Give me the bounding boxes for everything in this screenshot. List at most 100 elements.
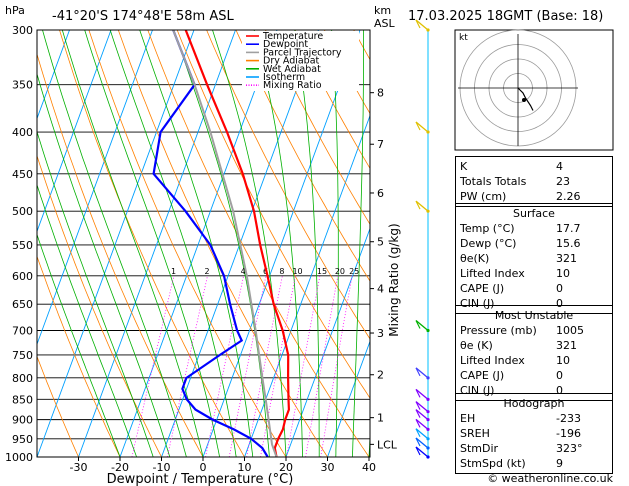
isotherm-line: [37, 30, 153, 346]
series-line-dewpoint: [152, 30, 269, 457]
indices-box: K 4 Totals Totals 23 PW (cm) 2.26: [455, 156, 613, 207]
dry-adiabat-line: [265, 30, 370, 226]
surface-row: CIN (J) 0: [460, 296, 608, 311]
mixing-ratio-line: [260, 275, 296, 457]
x-tick-label: 0: [200, 461, 207, 474]
index-row: PW (cm) 2.26: [460, 189, 608, 204]
legend-entry: Dry Adiabat: [263, 56, 320, 67]
mixing-ratio-line: [228, 275, 267, 457]
x-tick-label: -10: [153, 461, 171, 474]
most-unstable-value: 0: [556, 384, 563, 397]
surface-label: Temp (°C): [460, 222, 515, 235]
x-axis-label: Dewpoint / Temperature (°C): [107, 472, 294, 486]
wet-adiabat-line: [37, 130, 154, 457]
asl-label: ASL: [374, 17, 396, 30]
pressure-tick-label: 300: [12, 24, 33, 37]
index-label: K: [460, 160, 468, 173]
km-tick-label: 4: [377, 283, 384, 296]
hodograph-label: StmDir: [460, 442, 499, 455]
datetime-title: 17.03.2025 18GMT (Base: 18): [408, 9, 603, 24]
surface-label: Lifted Index: [460, 267, 525, 280]
pressure-tick-label: 650: [12, 298, 33, 311]
isotherm-line: [202, 30, 361, 457]
wind-barb: [415, 418, 430, 431]
wind-barb: [415, 367, 430, 380]
surface-value: 0: [556, 297, 563, 310]
storm-motion-marker: [522, 98, 526, 102]
isotherm-line: [244, 114, 370, 457]
hodograph-value: 9: [556, 457, 563, 470]
km-tick-label: 5: [377, 236, 384, 249]
hodograph-label: EH: [460, 412, 476, 425]
wind-barb: [415, 409, 430, 422]
location-title: -41°20'S 174°48'E 58m ASL: [52, 9, 234, 24]
pressure-tick-label: 1000: [5, 451, 33, 464]
surface-title: Surface: [513, 207, 555, 220]
most-unstable-row: Lifted Index 10: [460, 353, 608, 368]
dry-adiabat-line: [59, 30, 245, 457]
wet-adiabat-line: [37, 183, 137, 457]
wet-adiabat-line: [37, 72, 171, 457]
hodograph-label: SREH: [460, 427, 490, 440]
wet-adiabat-line: [37, 233, 121, 457]
wind-barb: [415, 320, 430, 333]
wet-adiabat-line: [84, 30, 220, 457]
surface-row: Dewp (°C) 15.6: [460, 236, 608, 251]
legend-background: [242, 31, 359, 91]
x-tick-label: 40: [362, 461, 376, 474]
hodograph-row: EH -233: [460, 411, 608, 426]
pressure-tick-label: 500: [12, 205, 33, 218]
hodograph-row: StmDir 323°: [460, 441, 608, 456]
skewt-background-lines: 1 2 4 86 10 15 20 25: [37, 30, 370, 457]
mixing-ratio-label: 20: [335, 267, 345, 276]
wind-barb: [415, 437, 430, 450]
legend-entry: Parcel Trajectory: [263, 47, 342, 58]
mixing-ratio-line: [305, 275, 339, 457]
mixing-ratio-line: [205, 275, 244, 457]
series-line-temperature: [184, 30, 291, 457]
legend-entry: Mixing Ratio: [263, 80, 322, 91]
legend-entry: Dewpoint: [263, 39, 308, 50]
wind-barb: [415, 388, 430, 401]
hodograph-table: Hodograph EH -233 SREH -196 StmDir 323° StmSpd…: [455, 393, 613, 474]
x-tick-label: -20: [111, 461, 129, 474]
pressure-tick-label: 700: [12, 325, 33, 338]
surface-row: Temp (°C) 17.7: [460, 221, 608, 236]
isotherm-line: [285, 227, 370, 457]
indices-table: K 4 Totals Totals 23 PW (cm) 2.26: [455, 156, 613, 207]
index-label: Totals Totals: [460, 175, 527, 188]
wet-adiabat-line: [61, 30, 204, 457]
hodograph-plot: kt: [454, 29, 614, 151]
most-unstable-label: Lifted Index: [460, 354, 525, 367]
dry-adiabat-line: [294, 30, 370, 170]
pressure-tick-label: 450: [12, 168, 33, 181]
surface-box: Surface Temp (°C) 17.7 Dewp (°C) 15.6 θe(K) 3…: [455, 203, 613, 314]
surface-row: Lifted Index 10: [460, 266, 608, 281]
mixing-ratio-line: [131, 275, 175, 457]
hodograph-row: SREH -196: [460, 426, 608, 441]
hodograph-label: StmSpd (kt): [460, 457, 526, 470]
most-unstable-value: 1005: [556, 324, 584, 337]
x-tick-label: 30: [321, 461, 335, 474]
wet-adiabat-line: [331, 30, 339, 457]
surface-label: θe(K): [460, 252, 490, 265]
pressure-tick-label: 900: [12, 414, 33, 427]
mixing-ratio-label: 4: [241, 267, 246, 276]
surface-row: CAPE (J) 0: [460, 281, 608, 296]
mixing-ratio-line: [320, 275, 353, 457]
dry-adiabat-line: [117, 30, 328, 457]
hodograph-kt-label: kt: [459, 33, 468, 43]
km-tick-label: 2: [377, 369, 384, 382]
surface-value: 15.6: [556, 237, 581, 250]
most-unstable-box: Most Unstable Pressure (mb) 1005 θe (K) 321…: [455, 305, 613, 401]
most-unstable-label: Pressure (mb): [460, 324, 537, 337]
pressure-tick-label: 400: [12, 126, 33, 139]
isotherm-line: [78, 30, 236, 457]
hodograph-box: Hodograph EH -233 SREH -196 StmDir 323° StmSpd…: [455, 393, 613, 474]
km-tick-label: LCL: [377, 438, 398, 451]
pressure-tick-label: 750: [12, 349, 33, 362]
surface-table: Surface Temp (°C) 17.7 Dewp (°C) 15.6 θe(K) 3…: [455, 203, 613, 314]
hodograph-row: StmSpd (kt) 9: [460, 456, 608, 471]
surface-value: 17.7: [556, 222, 581, 235]
